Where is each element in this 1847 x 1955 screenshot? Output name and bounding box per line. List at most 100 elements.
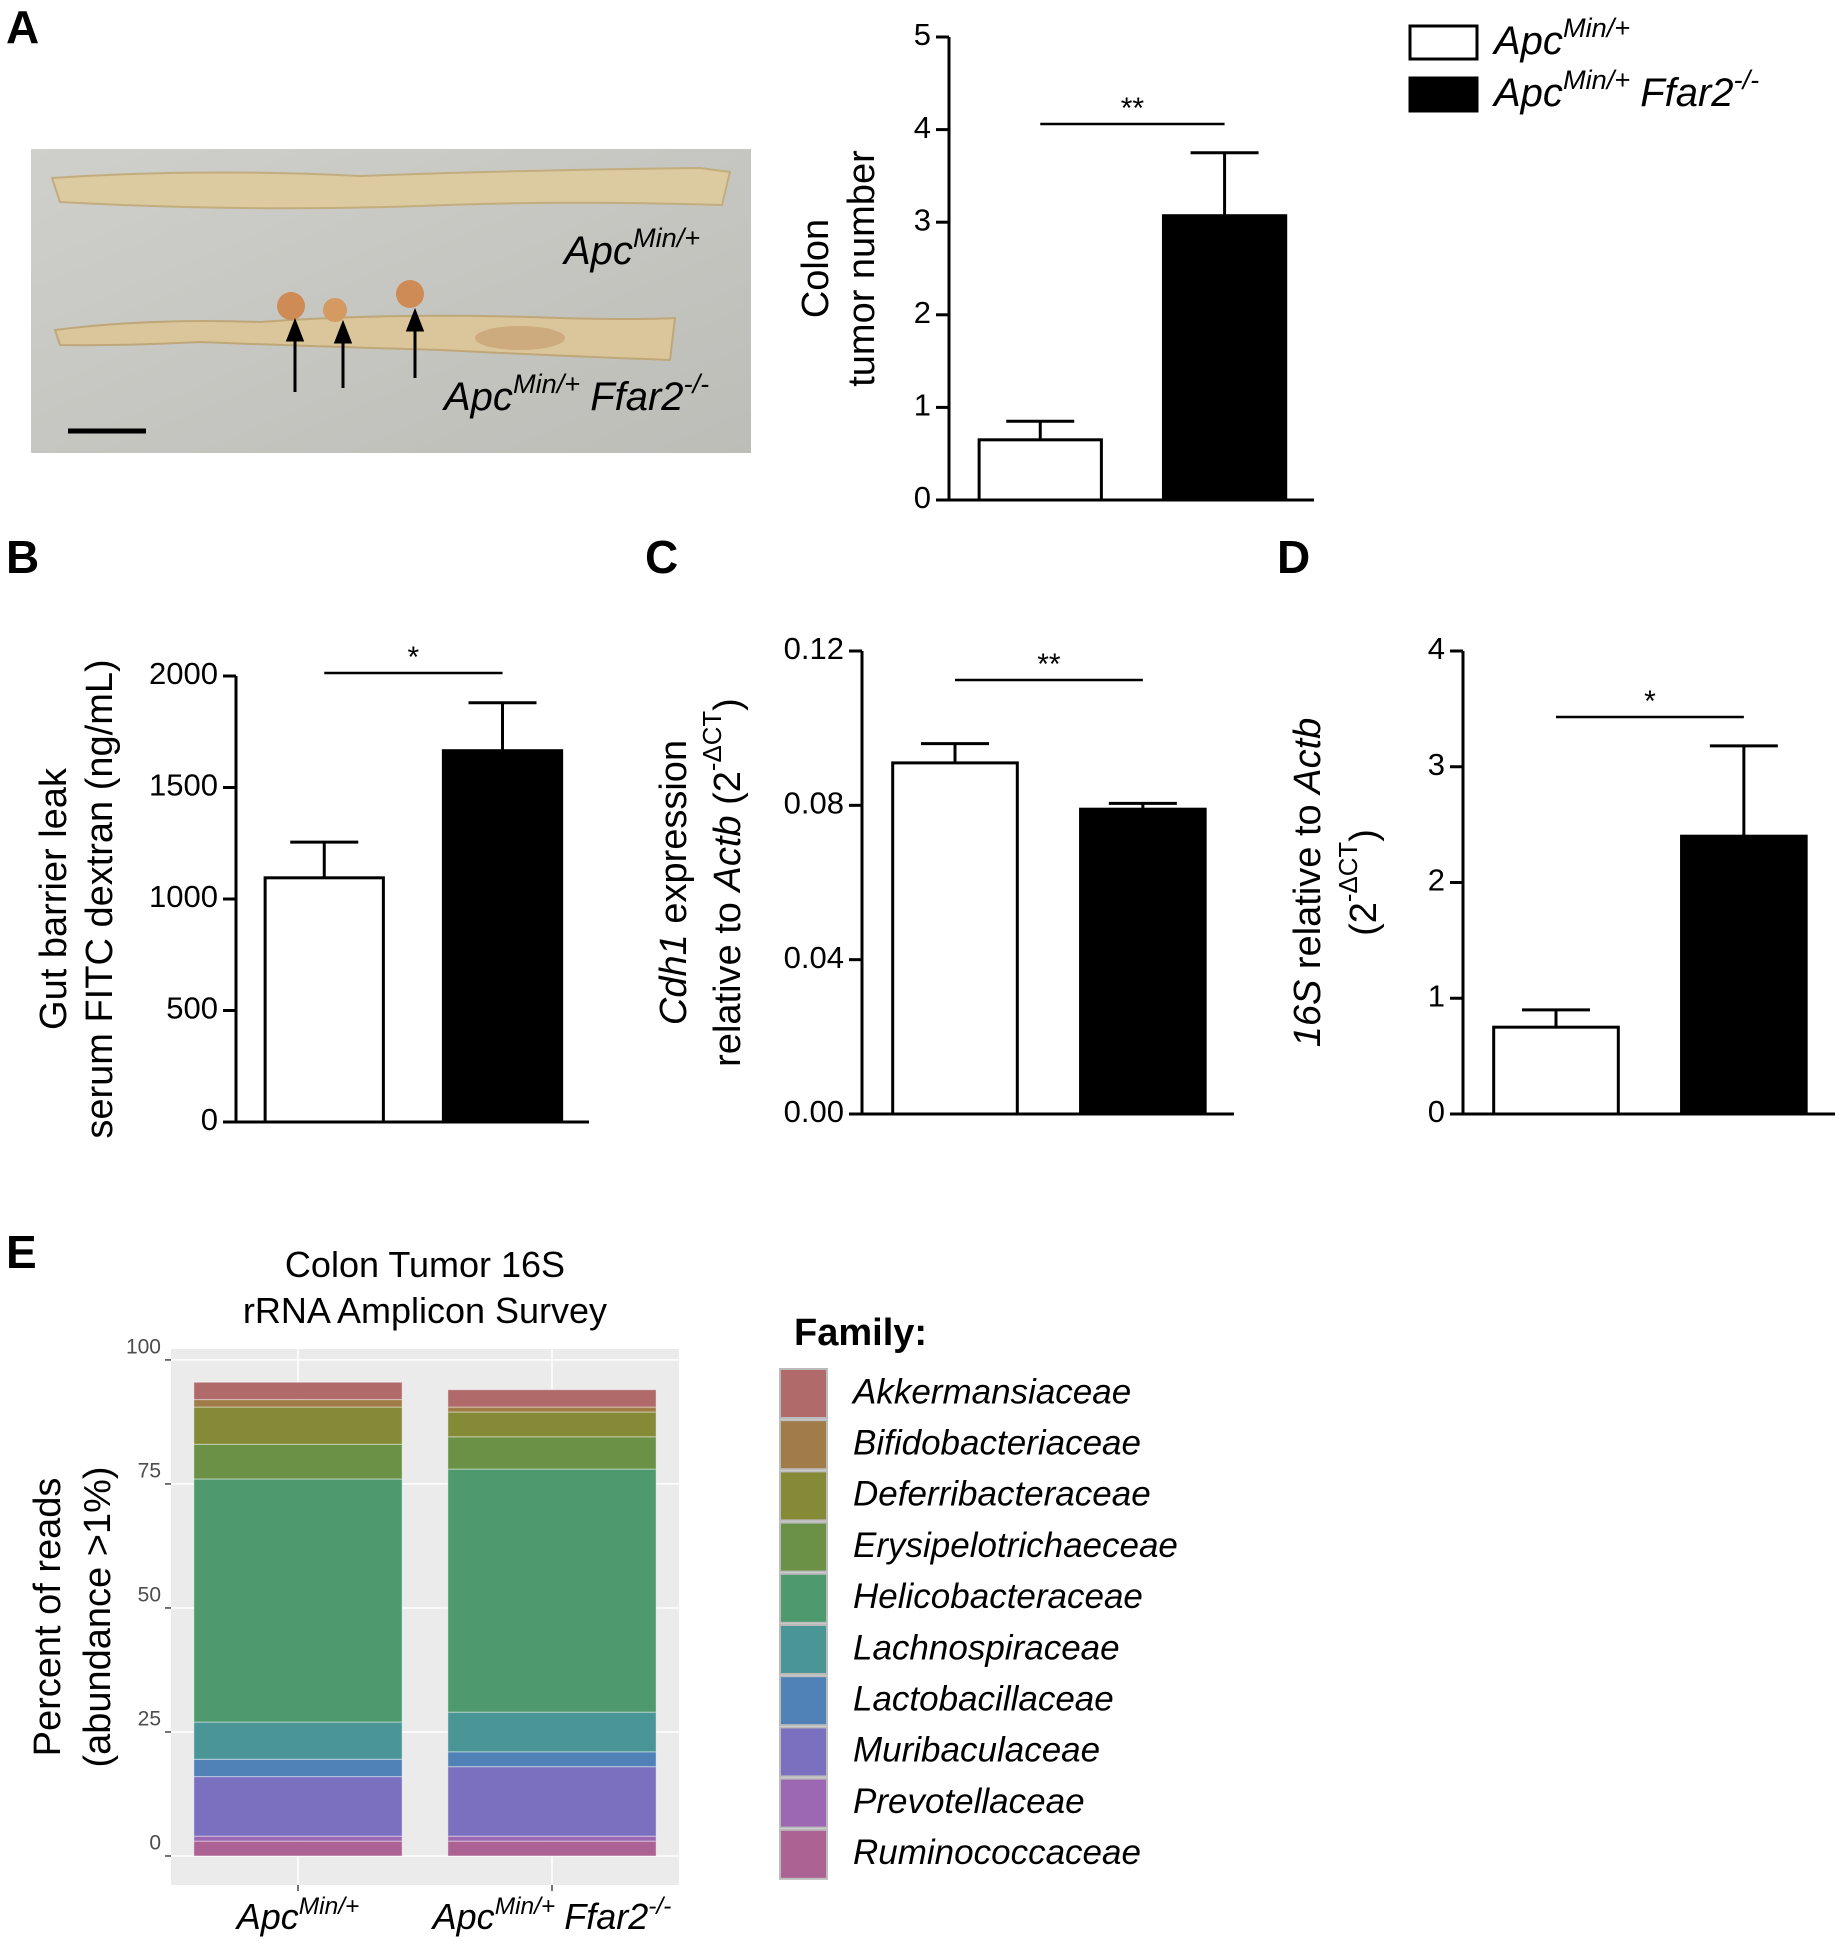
bar	[263, 876, 385, 1124]
text-part: 16S	[1287, 980, 1329, 1048]
y-tick-label: 0.00	[784, 1094, 844, 1129]
y-tick-label: 5	[914, 17, 931, 52]
y-axis-label: serum FITC dextran (ng/mL)	[79, 659, 121, 1138]
superscript: -/-	[1734, 64, 1760, 95]
y-axis-label: Gut barrier leak	[33, 767, 75, 1030]
y-tick-label: 2000	[149, 656, 218, 691]
bar-segment	[193, 1721, 403, 1760]
bar-segment	[447, 1468, 657, 1713]
bar-segment	[447, 1835, 657, 1842]
y-tick-label: 50	[138, 1583, 161, 1606]
superscript: Min/+	[513, 368, 580, 399]
chart-title: Colon Tumor 16S	[285, 1244, 565, 1285]
y-axis-label: relative to Actb (2-ΔCT)	[699, 698, 749, 1067]
bar-segment	[447, 1766, 657, 1837]
superscript: -/-	[684, 368, 710, 399]
bar-segment	[447, 1840, 657, 1857]
bar-segment	[193, 1835, 403, 1842]
text-part: (2	[1343, 902, 1385, 936]
text-part: Apc	[562, 229, 633, 273]
panel-letter: D	[1277, 531, 1310, 583]
text-part: Ffar2	[1640, 71, 1733, 115]
bar	[1161, 214, 1288, 502]
y-axis-label: 16S relative to Actb	[1287, 718, 1329, 1048]
superscript: -ΔCT	[1335, 842, 1363, 903]
legend-label: Akkermansiaceae	[851, 1372, 1131, 1411]
text-part: Cdh1	[653, 934, 695, 1025]
panel-letter: E	[6, 1226, 37, 1278]
text-part: relative to	[707, 892, 749, 1067]
text-part: Apc	[442, 375, 513, 419]
text-part: Apc	[235, 1896, 299, 1937]
colon-photo	[31, 149, 751, 453]
superscript: -/-	[648, 1893, 671, 1920]
bar-segment	[447, 1411, 657, 1438]
superscript: Min/+	[633, 222, 700, 253]
superscript: Min/+	[1563, 12, 1630, 43]
superscript: Min/+	[495, 1893, 556, 1920]
bar-segment	[447, 1711, 657, 1753]
bar-segment	[193, 1478, 403, 1723]
legend-swatch	[779, 1470, 828, 1522]
text-part: Ffar2	[590, 375, 683, 419]
y-tick-label: 0.08	[784, 786, 844, 821]
panel-letter: C	[645, 531, 678, 583]
bar-segment	[193, 1840, 403, 1857]
y-tick-label: 75	[138, 1459, 161, 1482]
y-tick-label: 3	[1428, 747, 1445, 782]
y-tick-label: 2	[914, 295, 931, 330]
legend-label: ApcMin/+ Ffar2-/-	[1492, 64, 1759, 115]
bar-segment	[193, 1381, 403, 1401]
bar	[977, 438, 1103, 502]
text-part: Percent of reads	[27, 1478, 69, 1757]
significance-label: *	[408, 641, 420, 674]
y-tick-label: 4	[914, 110, 931, 145]
text-part: tumor number	[841, 150, 883, 387]
superscript: -ΔCT	[699, 711, 727, 772]
bar-segment	[193, 1758, 403, 1778]
legend-label: Lactobacillaceae	[853, 1679, 1114, 1718]
y-tick-label: 0	[1428, 1094, 1445, 1129]
legend-label: ApcMin/+	[1492, 12, 1630, 63]
legend-swatch	[779, 1419, 828, 1471]
x-tick-label: ApcMin/+	[235, 1893, 360, 1937]
significance-label: **	[1121, 92, 1145, 125]
legend-label: Muribaculaceae	[853, 1731, 1100, 1770]
text-part: (2	[707, 771, 749, 815]
text-part: Apc	[1492, 71, 1563, 115]
y-tick-label: 100	[126, 1335, 161, 1358]
legend-swatch	[779, 1777, 828, 1829]
legend-label: Bifidobacteriaceae	[853, 1423, 1141, 1462]
legend-label: Prevotellaceae	[853, 1782, 1085, 1821]
text-part: Gut barrier leak	[33, 767, 75, 1030]
legend-swatch	[1408, 76, 1479, 113]
text-part: Apc	[1492, 19, 1563, 63]
significance-label: **	[1037, 648, 1061, 681]
bar	[1680, 834, 1808, 1116]
text-part: )	[1343, 829, 1385, 842]
legend-swatch	[779, 1726, 828, 1778]
bar-segment	[447, 1406, 657, 1413]
bar-segment	[193, 1443, 403, 1480]
legend-swatch	[779, 1572, 828, 1624]
bar	[891, 761, 1019, 1116]
photo-label: ApcMin/+	[562, 222, 700, 273]
y-tick-label: 4	[1428, 631, 1445, 666]
y-tick-label: 0.04	[784, 940, 844, 975]
y-tick-label: 0	[914, 480, 931, 515]
y-tick-label: 1	[914, 388, 931, 423]
y-tick-label: 2	[1428, 863, 1445, 898]
text-part: serum FITC dextran (ng/mL)	[79, 659, 121, 1138]
y-tick-label: 1000	[149, 879, 218, 914]
y-axis-label: (abundance >1%)	[77, 1466, 119, 1767]
text-part: (abundance >1%)	[77, 1466, 119, 1767]
legend-swatch	[1408, 24, 1479, 61]
text-part: Actb	[1287, 718, 1329, 796]
y-tick-label: 3	[914, 202, 931, 237]
text-part: relative to	[1287, 794, 1329, 980]
y-tick-label: 1	[1428, 978, 1445, 1013]
legend-title: Family:	[794, 1312, 927, 1354]
text-part: Actb	[707, 815, 749, 893]
